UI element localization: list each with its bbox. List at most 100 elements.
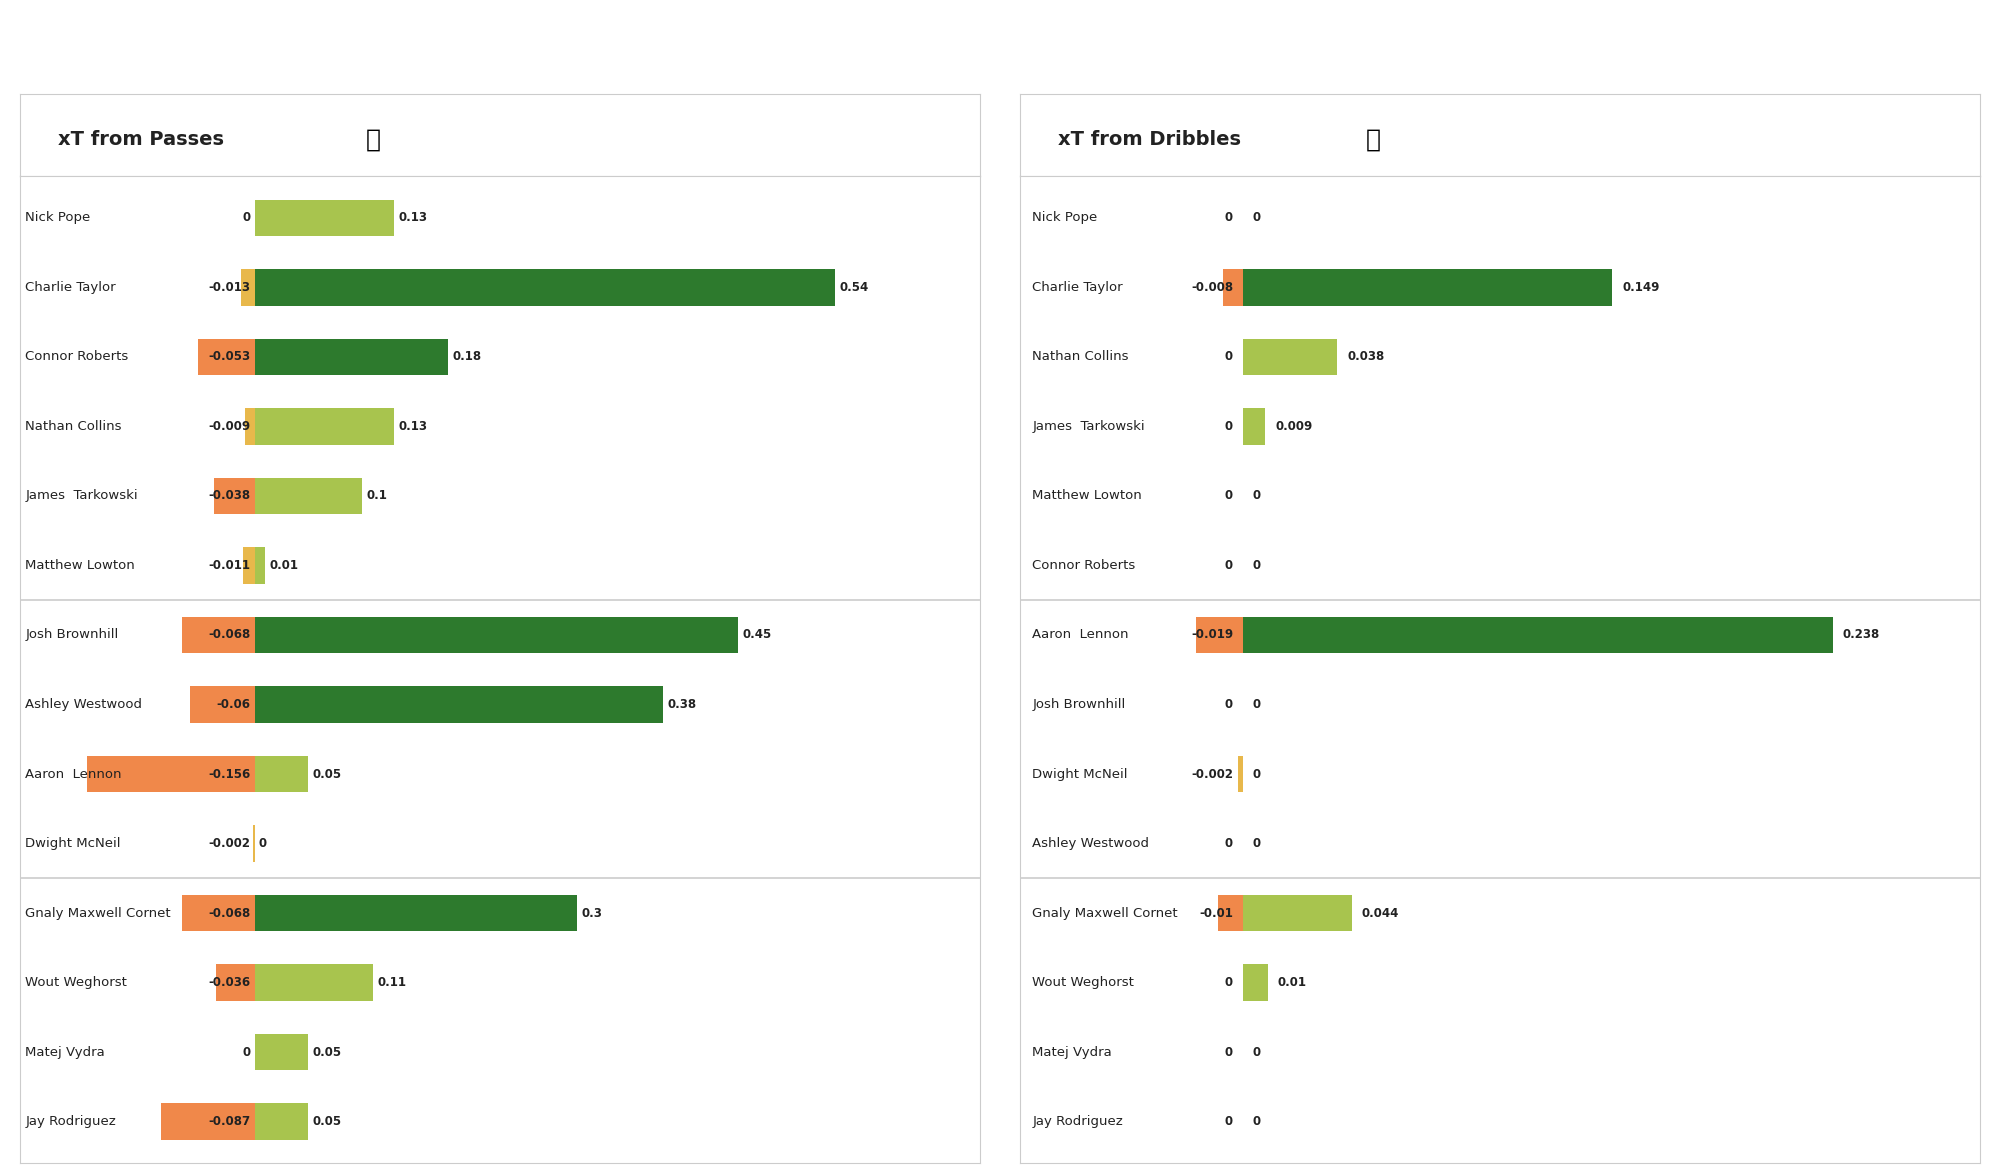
Bar [216, 965, 254, 1001]
Text: 0: 0 [1252, 490, 1262, 503]
Bar [254, 965, 372, 1001]
Text: Josh Brownhill: Josh Brownhill [26, 629, 118, 642]
Text: xT from Passes: xT from Passes [58, 129, 224, 149]
Text: 0.1: 0.1 [366, 490, 388, 503]
Text: Gnaly Maxwell Cornet: Gnaly Maxwell Cornet [26, 907, 170, 920]
Text: 0: 0 [1252, 212, 1262, 224]
Bar [1242, 409, 1266, 444]
Text: 0.54: 0.54 [840, 281, 868, 294]
Text: 0.044: 0.044 [1362, 907, 1400, 920]
Text: 0: 0 [1252, 1115, 1262, 1128]
Text: 0.45: 0.45 [742, 629, 772, 642]
Text: 0: 0 [1252, 559, 1262, 572]
Bar [254, 200, 394, 236]
Text: 0: 0 [1252, 698, 1262, 711]
Text: -0.019: -0.019 [1190, 629, 1234, 642]
Bar [190, 686, 254, 723]
Bar [198, 338, 254, 375]
Text: 0.18: 0.18 [452, 350, 482, 363]
Text: 0.01: 0.01 [1278, 976, 1306, 989]
Bar [254, 478, 362, 513]
Text: -0.068: -0.068 [208, 629, 250, 642]
Text: 0: 0 [242, 1046, 250, 1059]
Bar [254, 1034, 308, 1070]
Text: -0.013: -0.013 [208, 281, 250, 294]
Text: 0.05: 0.05 [312, 1115, 342, 1128]
Text: 0: 0 [1252, 837, 1262, 850]
Bar [1224, 269, 1242, 306]
Text: 0.13: 0.13 [398, 419, 428, 432]
Text: -0.036: -0.036 [208, 976, 250, 989]
Text: 0: 0 [1224, 559, 1234, 572]
Text: Gnaly Maxwell Cornet: Gnaly Maxwell Cornet [1032, 907, 1178, 920]
Bar [242, 548, 254, 584]
Text: Nathan Collins: Nathan Collins [26, 419, 122, 432]
Text: Jay Rodriguez: Jay Rodriguez [26, 1115, 116, 1128]
Text: Nathan Collins: Nathan Collins [1032, 350, 1128, 363]
Bar [182, 895, 254, 931]
Bar [254, 269, 834, 306]
Text: -0.156: -0.156 [208, 767, 250, 780]
Bar [240, 269, 254, 306]
Text: Josh Brownhill: Josh Brownhill [1032, 698, 1126, 711]
Bar [254, 409, 394, 444]
Text: -0.002: -0.002 [208, 837, 250, 850]
Text: 0: 0 [1224, 1115, 1234, 1128]
Text: 0: 0 [1224, 976, 1234, 989]
Text: 0: 0 [1224, 212, 1234, 224]
Text: Charlie Taylor: Charlie Taylor [26, 281, 116, 294]
Bar [254, 617, 738, 653]
Bar [254, 548, 266, 584]
Text: Charlie Taylor: Charlie Taylor [1032, 281, 1124, 294]
Text: 0.05: 0.05 [312, 1046, 342, 1059]
Text: Connor Roberts: Connor Roberts [1032, 559, 1136, 572]
Text: 0.05: 0.05 [312, 767, 342, 780]
Text: -0.038: -0.038 [208, 490, 250, 503]
Text: 0: 0 [1224, 698, 1234, 711]
Bar [254, 338, 448, 375]
Bar [252, 826, 254, 861]
Text: James  Tarkowski: James Tarkowski [1032, 419, 1146, 432]
Text: Matej Vydra: Matej Vydra [1032, 1046, 1112, 1059]
Text: -0.011: -0.011 [208, 559, 250, 572]
Text: Dwight McNeil: Dwight McNeil [1032, 767, 1128, 780]
Text: Nick Pope: Nick Pope [26, 212, 90, 224]
Bar [88, 756, 254, 792]
Text: 0: 0 [1224, 837, 1234, 850]
Text: 0: 0 [1252, 1046, 1262, 1059]
Text: James  Tarkowski: James Tarkowski [26, 490, 138, 503]
Text: 0: 0 [258, 837, 268, 850]
Text: 0.038: 0.038 [1348, 350, 1384, 363]
Text: 0: 0 [1224, 490, 1234, 503]
Text: 0.01: 0.01 [270, 559, 298, 572]
Text: Ashley Westwood: Ashley Westwood [1032, 837, 1150, 850]
Text: 0: 0 [1252, 767, 1262, 780]
Text: 0: 0 [1224, 1046, 1234, 1059]
Text: Aaron  Lennon: Aaron Lennon [26, 767, 122, 780]
Bar [246, 409, 254, 444]
Bar [1196, 617, 1242, 653]
Text: Dwight McNeil: Dwight McNeil [26, 837, 120, 850]
Text: xT from Dribbles: xT from Dribbles [1058, 129, 1242, 149]
Text: Nick Pope: Nick Pope [1032, 212, 1098, 224]
Bar [254, 686, 664, 723]
Text: 0.38: 0.38 [668, 698, 696, 711]
Text: 0: 0 [1224, 350, 1234, 363]
Bar [1238, 756, 1242, 792]
Bar [214, 478, 254, 513]
Bar [1242, 269, 1612, 306]
Bar [254, 756, 308, 792]
Bar [162, 1103, 254, 1140]
Bar [1242, 617, 1832, 653]
Bar [1242, 338, 1338, 375]
Text: Matthew Lowton: Matthew Lowton [26, 559, 136, 572]
Text: -0.009: -0.009 [208, 419, 250, 432]
Text: -0.002: -0.002 [1192, 767, 1234, 780]
Text: 0.11: 0.11 [378, 976, 406, 989]
Text: Wout Weghorst: Wout Weghorst [1032, 976, 1134, 989]
Text: Matthew Lowton: Matthew Lowton [1032, 490, 1142, 503]
Text: 0.238: 0.238 [1842, 629, 1880, 642]
Text: -0.01: -0.01 [1200, 907, 1234, 920]
Bar [1218, 895, 1242, 931]
Text: Ashley Westwood: Ashley Westwood [26, 698, 142, 711]
